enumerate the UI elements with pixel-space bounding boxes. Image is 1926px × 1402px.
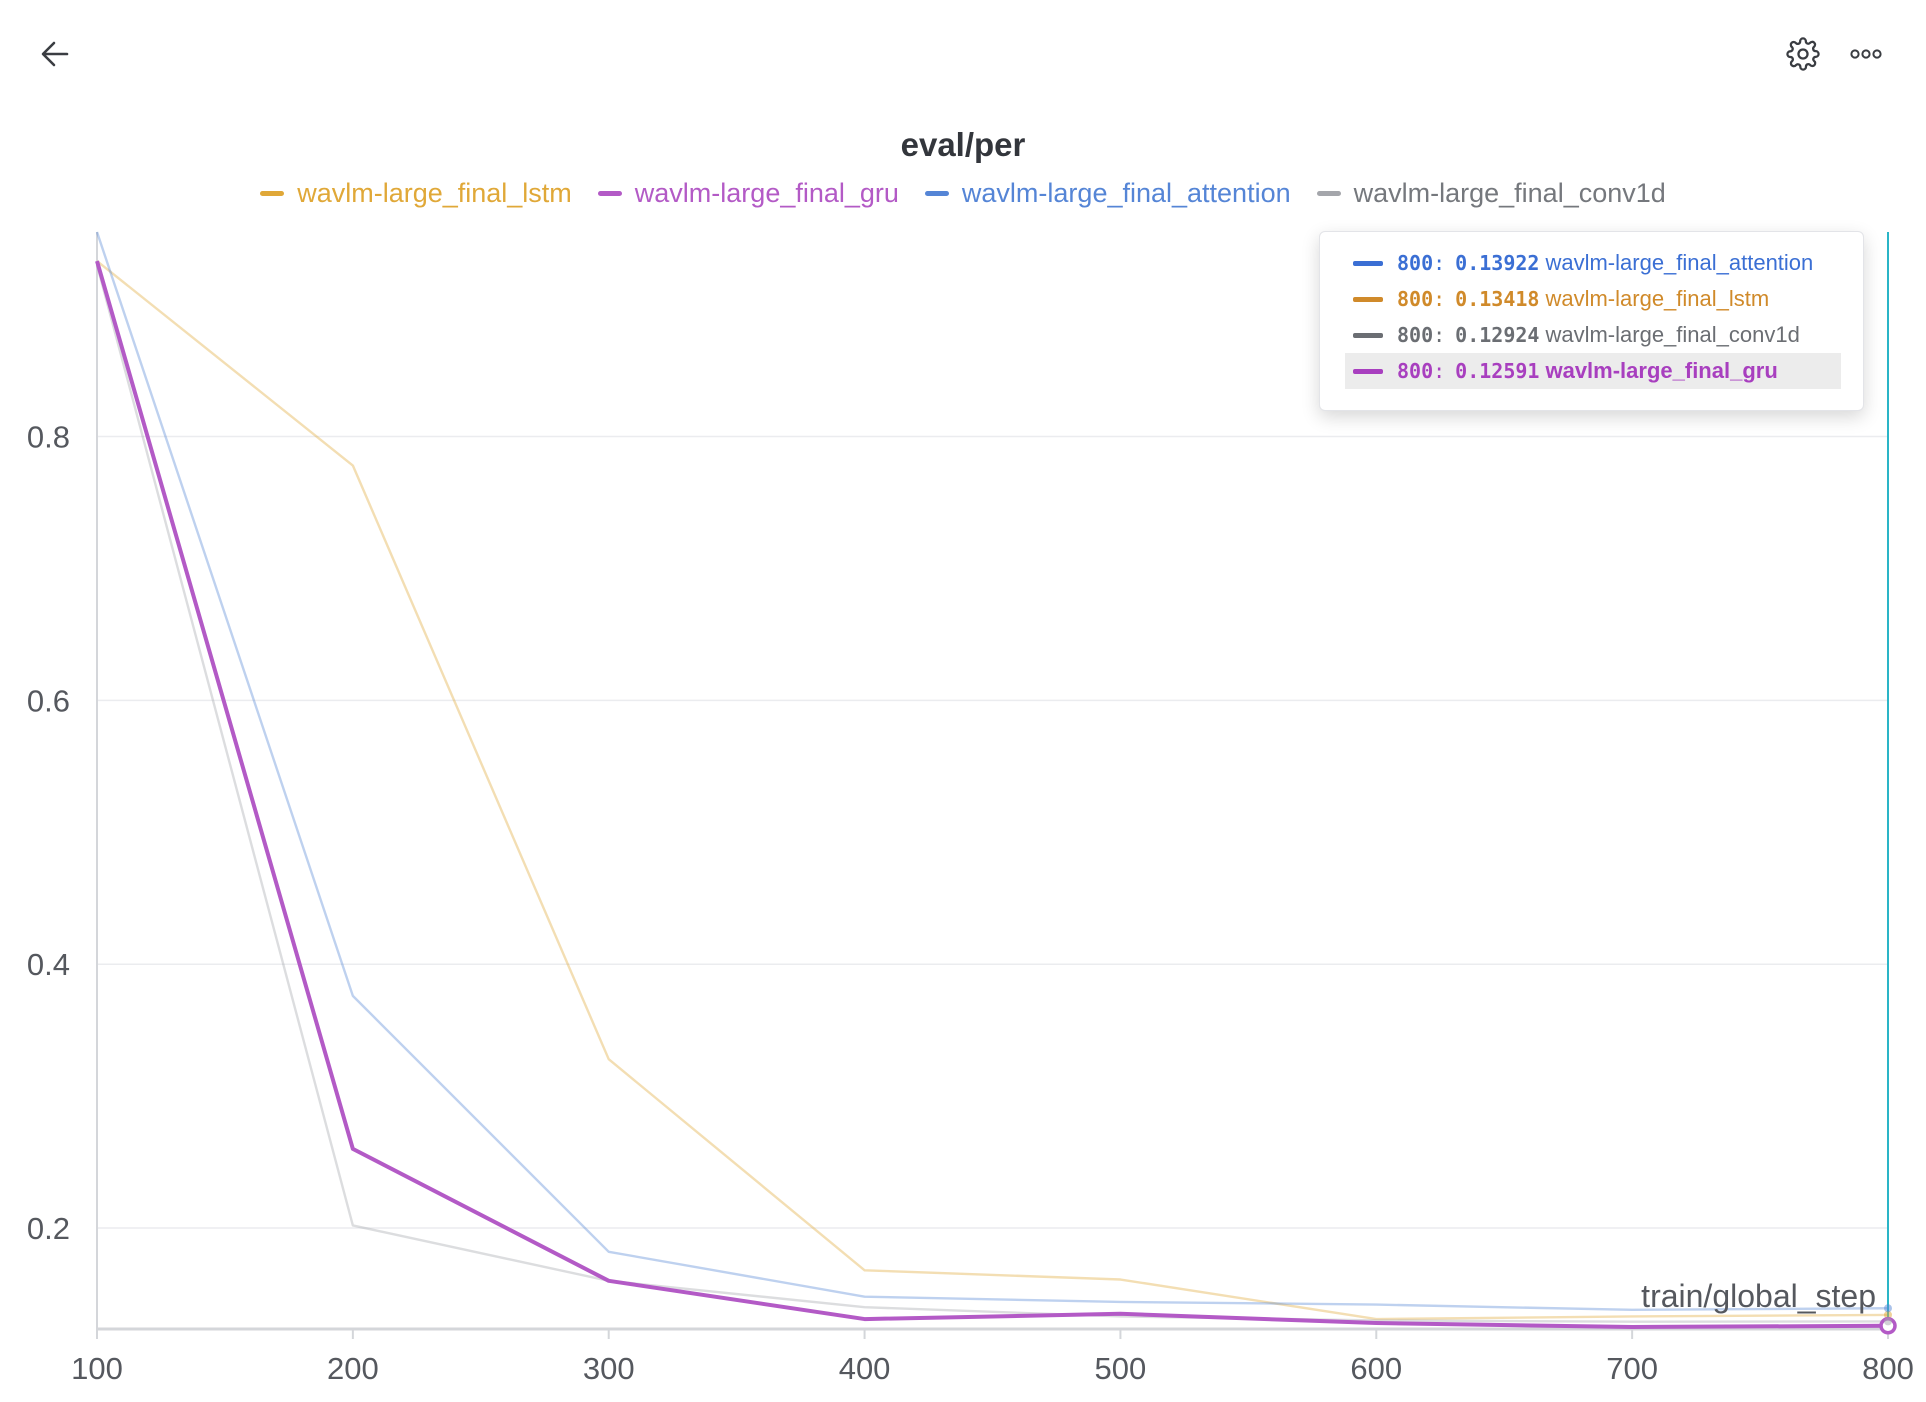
- legend-swatch: [260, 191, 285, 196]
- tooltip-swatch: [1353, 260, 1383, 266]
- x-tick-label: 600: [1350, 1351, 1402, 1386]
- tooltip-row: 800:0.12591 wavlm-large_final_gru: [1345, 353, 1841, 389]
- legend-label: wavlm-large_final_gru: [634, 178, 899, 208]
- settings-button[interactable]: [1775, 26, 1831, 82]
- tooltip-value: 0.13922: [1455, 251, 1540, 275]
- y-tick-label: 0.8: [27, 419, 70, 454]
- tooltip-value: 0.12924: [1455, 323, 1540, 347]
- x-tick-label: 300: [583, 1351, 635, 1386]
- tooltip-row: 800:0.12924 wavlm-large_final_conv1d: [1345, 317, 1841, 353]
- y-tick-label: 0.4: [27, 947, 70, 982]
- tooltip-series-name: wavlm-large_final_conv1d: [1545, 322, 1800, 347]
- y-tick-label: 0.6: [27, 683, 70, 718]
- tooltip-separator: :: [1433, 323, 1446, 347]
- arrow-left-icon: [41, 41, 69, 67]
- series-line-wavlm-large_final_lstm[interactable]: [96, 260, 1889, 1321]
- tooltip-step: 800: [1397, 359, 1434, 383]
- series-line-wavlm-large_final_attention[interactable]: [95, 231, 1889, 1312]
- y-tick-label: 0.2: [27, 1211, 70, 1246]
- series-lines: [95, 231, 1889, 1329]
- x-axis-label: train/global_step: [1641, 1278, 1876, 1314]
- x-tick-label: 700: [1606, 1351, 1658, 1386]
- chart-title: eval/per: [900, 126, 1026, 163]
- axes: 0.2 0.4 0.6 0.8 100 200 300 400 500 600 700 800: [27, 232, 1914, 1386]
- hover-dot: [1884, 1304, 1892, 1313]
- legend-swatch: [1316, 191, 1341, 196]
- hover-markers: [1879, 1304, 1897, 1335]
- legend-swatch: [924, 191, 949, 196]
- x-tick-label: 500: [1095, 1351, 1147, 1386]
- gear-icon: [1786, 37, 1820, 71]
- chart-legend: wavlm-large_final_lstm wavlm-large_final_…: [0, 178, 1926, 209]
- tooltip-swatch: [1353, 332, 1383, 338]
- x-tick-label: 100: [71, 1351, 123, 1386]
- legend-item[interactable]: wavlm-large_final_gru: [597, 178, 899, 209]
- back-button[interactable]: [27, 26, 83, 82]
- legend-label: wavlm-large_final_conv1d: [1353, 178, 1666, 208]
- tooltip-value: 0.12591: [1455, 359, 1540, 383]
- tooltip-separator: :: [1433, 251, 1446, 275]
- series-line-wavlm-large_final_conv1d[interactable]: [95, 264, 1889, 1323]
- tooltip-separator: :: [1433, 359, 1446, 383]
- more-dots-icon: [1850, 49, 1882, 59]
- tooltip-series-name: wavlm-large_final_gru: [1545, 358, 1778, 383]
- tooltip-swatch: [1353, 368, 1383, 374]
- x-tick-label: 200: [327, 1351, 379, 1386]
- legend-swatch: [597, 191, 622, 196]
- tooltip-separator: :: [1433, 287, 1446, 311]
- x-tick-label: 800: [1862, 1351, 1914, 1386]
- tooltip-series-name: wavlm-large_final_lstm: [1545, 286, 1770, 311]
- series-line-wavlm-large_final_gru[interactable]: [95, 260, 1889, 1329]
- tooltip-series-name: wavlm-large_final_attention: [1545, 250, 1814, 275]
- hover-tooltip: 800:0.13922 wavlm-large_final_attention 80…: [1319, 231, 1864, 411]
- hover-dot: [1884, 1310, 1892, 1319]
- legend-item[interactable]: wavlm-large_final_attention: [924, 178, 1291, 209]
- tooltip-step: 800: [1397, 251, 1434, 275]
- x-tick-label: 400: [839, 1351, 891, 1386]
- hover-dot: [1884, 1317, 1892, 1326]
- legend-item[interactable]: wavlm-large_final_conv1d: [1316, 178, 1666, 209]
- tooltip-value: 0.13418: [1455, 287, 1540, 311]
- tooltip-row: 800:0.13922 wavlm-large_final_attention: [1345, 245, 1841, 281]
- tooltip-swatch: [1353, 296, 1383, 302]
- legend-label: wavlm-large_final_lstm: [297, 178, 572, 208]
- legend-label: wavlm-large_final_attention: [961, 178, 1291, 208]
- tooltip-row: 800:0.13418 wavlm-large_final_lstm: [1345, 281, 1841, 317]
- tooltip-step: 800: [1397, 323, 1434, 347]
- legend-item[interactable]: wavlm-large_final_lstm: [260, 178, 572, 209]
- tooltip-step: 800: [1397, 287, 1434, 311]
- more-options-button[interactable]: [1838, 26, 1894, 82]
- grid-lines: [97, 435, 1888, 1229]
